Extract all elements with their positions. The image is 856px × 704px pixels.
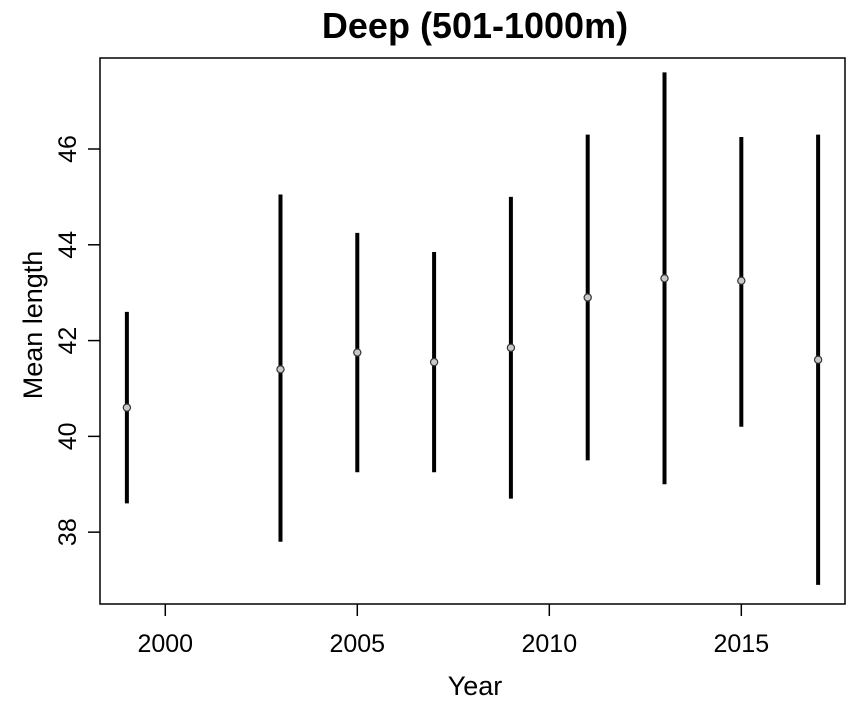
mean-point bbox=[122, 403, 132, 412]
x-axis-label: Year bbox=[448, 671, 503, 701]
chart-title: Deep (501-1000m) bbox=[322, 5, 628, 46]
x-tick-label: 2000 bbox=[137, 630, 193, 658]
y-tick-label: 46 bbox=[54, 135, 82, 163]
x-axis: 2000 2005 2010 2015 bbox=[137, 604, 769, 658]
mean-point bbox=[660, 274, 669, 283]
mean-point bbox=[813, 355, 823, 364]
mean-point bbox=[276, 365, 285, 374]
y-axis-label: Mean length bbox=[18, 251, 48, 400]
x-tick-label: 2010 bbox=[521, 630, 577, 658]
x-tick-label: 2005 bbox=[329, 630, 385, 658]
error-bar-series bbox=[122, 72, 823, 585]
plot-frame bbox=[99, 57, 846, 605]
y-axis: 38 40 42 44 46 bbox=[54, 135, 100, 546]
y-tick-label: 40 bbox=[54, 422, 82, 450]
mean-point bbox=[583, 293, 592, 302]
mean-point bbox=[506, 343, 516, 352]
x-tick-label: 2015 bbox=[714, 630, 770, 658]
y-tick-label: 38 bbox=[54, 518, 82, 546]
mean-point bbox=[737, 276, 746, 285]
y-tick-label: 42 bbox=[54, 327, 82, 355]
mean-point bbox=[353, 348, 362, 357]
mean-point bbox=[429, 357, 439, 367]
y-tick-label: 44 bbox=[54, 231, 82, 259]
